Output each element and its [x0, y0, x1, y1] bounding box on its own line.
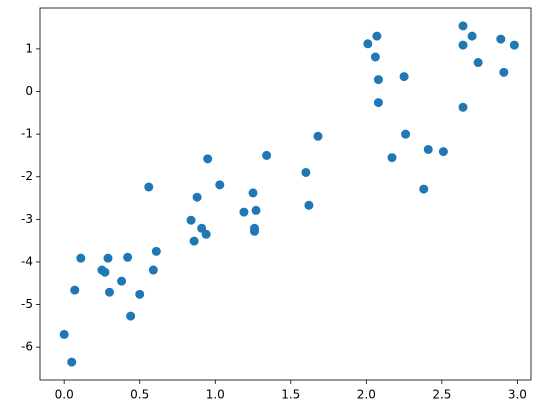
- scatter-point: [192, 192, 202, 202]
- y-tick-label: 1: [25, 41, 33, 55]
- y-tick-label: -1: [21, 127, 33, 141]
- scatter-point: [499, 67, 509, 77]
- scatter-point: [423, 144, 433, 154]
- y-tick-label: -6: [21, 340, 33, 354]
- scatter-point: [201, 229, 211, 239]
- scatter-point: [496, 34, 506, 44]
- scatter-point: [76, 253, 86, 263]
- scatter-point: [104, 287, 114, 297]
- scatter-point: [148, 265, 158, 275]
- scatter-point: [458, 21, 468, 31]
- scatter-point: [262, 150, 272, 160]
- scatter-point: [239, 207, 249, 217]
- scatter-point: [438, 147, 448, 157]
- scatter-point: [458, 40, 468, 50]
- scatter-point: [100, 267, 110, 277]
- x-tick-label: 0.0: [55, 388, 74, 402]
- scatter-point: [186, 215, 196, 225]
- scatter-point: [363, 39, 373, 49]
- scatter-point: [401, 129, 411, 139]
- scatter-point: [458, 102, 468, 112]
- plot-frame: [39, 7, 532, 381]
- x-tick-label: 1.5: [281, 388, 300, 402]
- scatter-point: [467, 31, 477, 41]
- x-tick-label: 3.0: [508, 388, 527, 402]
- scatter-point: [59, 329, 69, 339]
- scatter-point: [135, 289, 145, 299]
- scatter-point: [144, 182, 154, 192]
- x-tick-label: 2.0: [357, 388, 376, 402]
- scatter-point: [123, 252, 133, 262]
- scatter-point: [473, 58, 483, 68]
- scatter-point: [67, 357, 77, 367]
- scatter-point: [387, 153, 397, 163]
- scatter-point: [304, 200, 314, 210]
- scatter-point: [215, 180, 225, 190]
- scatter-point: [103, 253, 113, 263]
- scatter-point: [419, 184, 429, 194]
- x-tick-label: 2.5: [432, 388, 451, 402]
- scatter-point: [251, 205, 261, 215]
- y-tick-label: -3: [21, 212, 33, 226]
- scatter-point: [301, 167, 311, 177]
- scatter-point: [248, 188, 258, 198]
- y-tick-label: -4: [21, 254, 33, 268]
- scatter-point: [250, 226, 260, 236]
- scatter-point: [373, 75, 383, 85]
- scatter-point: [70, 285, 80, 295]
- scatter-point: [151, 246, 161, 256]
- scatter-point: [370, 52, 380, 62]
- scatter-point: [509, 40, 519, 50]
- scatter-point: [189, 236, 199, 246]
- scatter-point: [372, 31, 382, 41]
- y-tick-label: -5: [21, 297, 33, 311]
- x-tick-label: 0.5: [130, 388, 149, 402]
- scatter-point: [373, 98, 383, 108]
- y-tick-label: 0: [25, 84, 33, 98]
- x-tick-label: 1.0: [206, 388, 225, 402]
- scatter-point: [313, 131, 323, 141]
- scatter-point: [203, 154, 213, 164]
- y-tick-label: -2: [21, 169, 33, 183]
- scatter-point: [126, 311, 136, 321]
- scatter-point: [117, 276, 127, 286]
- scatter-point: [399, 72, 409, 82]
